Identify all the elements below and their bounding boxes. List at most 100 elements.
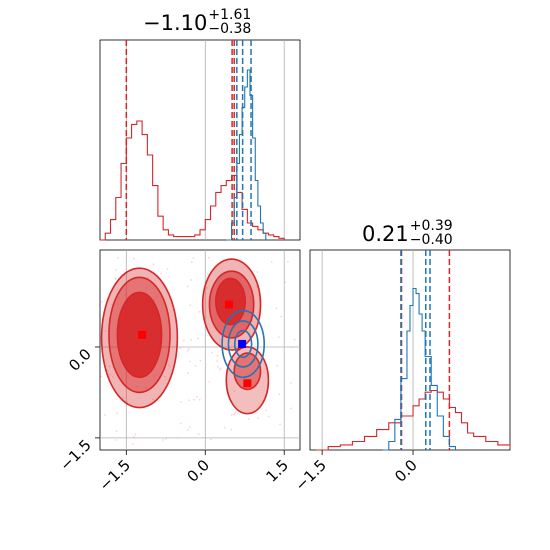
scatter-point bbox=[204, 363, 207, 366]
scatter-point bbox=[134, 433, 137, 436]
scatter-point bbox=[198, 398, 201, 401]
scatter-point bbox=[257, 417, 260, 420]
hist2-frame bbox=[309, 249, 511, 451]
scatter-point bbox=[115, 430, 118, 432]
scatter-point bbox=[197, 433, 200, 436]
scatter-point bbox=[136, 385, 139, 388]
title-param-2-value: 0.21 bbox=[362, 222, 409, 246]
scatter-point bbox=[206, 286, 209, 289]
scatter-point bbox=[165, 437, 168, 440]
scatter-point bbox=[193, 398, 196, 401]
title-param-1: −1.10 +1.61 −0.38 bbox=[143, 7, 252, 38]
scatter-point bbox=[275, 307, 278, 310]
scatter-point bbox=[216, 365, 219, 368]
scatter-point bbox=[190, 279, 193, 281]
scatter-point bbox=[280, 315, 283, 318]
scatter-point bbox=[189, 360, 192, 363]
scatter-point bbox=[290, 407, 293, 410]
scatter-point bbox=[211, 351, 213, 354]
scatter-point bbox=[116, 256, 119, 259]
scatter-point bbox=[290, 346, 293, 349]
scatter-point bbox=[109, 373, 112, 376]
scatter-point bbox=[207, 272, 209, 275]
title-param-1-value: −1.10 bbox=[143, 11, 208, 35]
scatter-point bbox=[100, 375, 103, 378]
scatter-point bbox=[277, 336, 280, 339]
scatter-point bbox=[153, 299, 155, 301]
contour-blue-outer bbox=[221, 309, 266, 379]
scatter-point bbox=[124, 294, 126, 296]
scatter-point bbox=[216, 354, 219, 357]
hist1-series-0 bbox=[100, 120, 285, 241]
title-param-2-plus: +0.39 bbox=[409, 218, 453, 234]
scatter-point bbox=[208, 380, 211, 383]
scatter-point bbox=[256, 271, 259, 273]
scatter-point bbox=[100, 300, 103, 303]
scatter-point bbox=[103, 414, 106, 416]
scatter-point bbox=[180, 401, 182, 403]
scatter-point bbox=[210, 438, 212, 441]
scatter-point bbox=[276, 364, 279, 367]
scatter-point bbox=[247, 418, 250, 421]
scatter-point bbox=[290, 381, 292, 384]
scatter-point bbox=[179, 422, 182, 425]
scatter-point bbox=[122, 397, 124, 400]
title-param-1-plus: +1.61 bbox=[208, 7, 252, 23]
scatter-point bbox=[187, 372, 189, 374]
scatter-point bbox=[233, 390, 236, 393]
title-param-1-minus: −0.38 bbox=[208, 21, 252, 37]
x2-tick-label-0: −1.5 bbox=[291, 456, 329, 494]
scatter-point bbox=[189, 426, 191, 428]
scatter-point bbox=[186, 285, 189, 288]
scatter-point bbox=[108, 365, 111, 368]
scatter-point bbox=[187, 428, 189, 431]
scatter-point bbox=[116, 412, 118, 415]
scatter-param-1-vs-2 bbox=[99, 249, 301, 451]
x2-tick-label-1: 0.0 bbox=[391, 456, 421, 486]
hist2-series-1 bbox=[382, 287, 457, 451]
scatter-point bbox=[115, 269, 117, 271]
scatter-point bbox=[111, 376, 114, 379]
scatter-point bbox=[293, 338, 296, 341]
scatter-point bbox=[197, 337, 199, 340]
scatter-point bbox=[190, 261, 193, 264]
x1-tick-label-1: 0.0 bbox=[183, 456, 213, 486]
scatter-point bbox=[160, 272, 162, 275]
scatter-point bbox=[267, 415, 270, 418]
scatter-point bbox=[218, 368, 221, 371]
scatter-point bbox=[188, 399, 191, 402]
scatter-point bbox=[284, 281, 287, 284]
scatter-point bbox=[115, 439, 118, 441]
scatter-point bbox=[196, 395, 198, 398]
scatter-point bbox=[189, 304, 192, 307]
scatter-point bbox=[270, 261, 273, 263]
scatter-point bbox=[133, 257, 135, 260]
scatter-point bbox=[132, 442, 134, 445]
contour-tail-inner bbox=[233, 352, 262, 391]
scatter-point bbox=[187, 347, 190, 350]
scatter-point bbox=[230, 428, 233, 431]
scatter-point bbox=[126, 400, 129, 403]
scatter-point bbox=[198, 311, 201, 313]
scatter-point bbox=[199, 359, 202, 362]
x1-tick-label-2: 1.5 bbox=[262, 456, 292, 486]
scatter-point bbox=[145, 387, 147, 390]
scatter-point bbox=[152, 263, 155, 266]
scatter-point bbox=[177, 437, 179, 439]
scatter-point bbox=[265, 409, 267, 412]
marker-0-1 bbox=[224, 300, 233, 309]
scatter-point bbox=[278, 393, 281, 396]
y-tick-label-1: −1.5 bbox=[56, 436, 94, 474]
scatter-point bbox=[208, 257, 210, 259]
scatter-point bbox=[234, 411, 237, 414]
scatter-point bbox=[216, 360, 219, 362]
histogram-param-2 bbox=[309, 249, 511, 451]
scatter-point bbox=[190, 339, 193, 341]
scatter-point bbox=[114, 277, 117, 280]
marker-0-2 bbox=[243, 379, 252, 388]
scatter-point bbox=[167, 364, 170, 367]
scatter-point bbox=[155, 296, 158, 299]
contour-blue-inner bbox=[233, 329, 253, 359]
y-tick-label-0: 0.0 bbox=[65, 345, 95, 375]
